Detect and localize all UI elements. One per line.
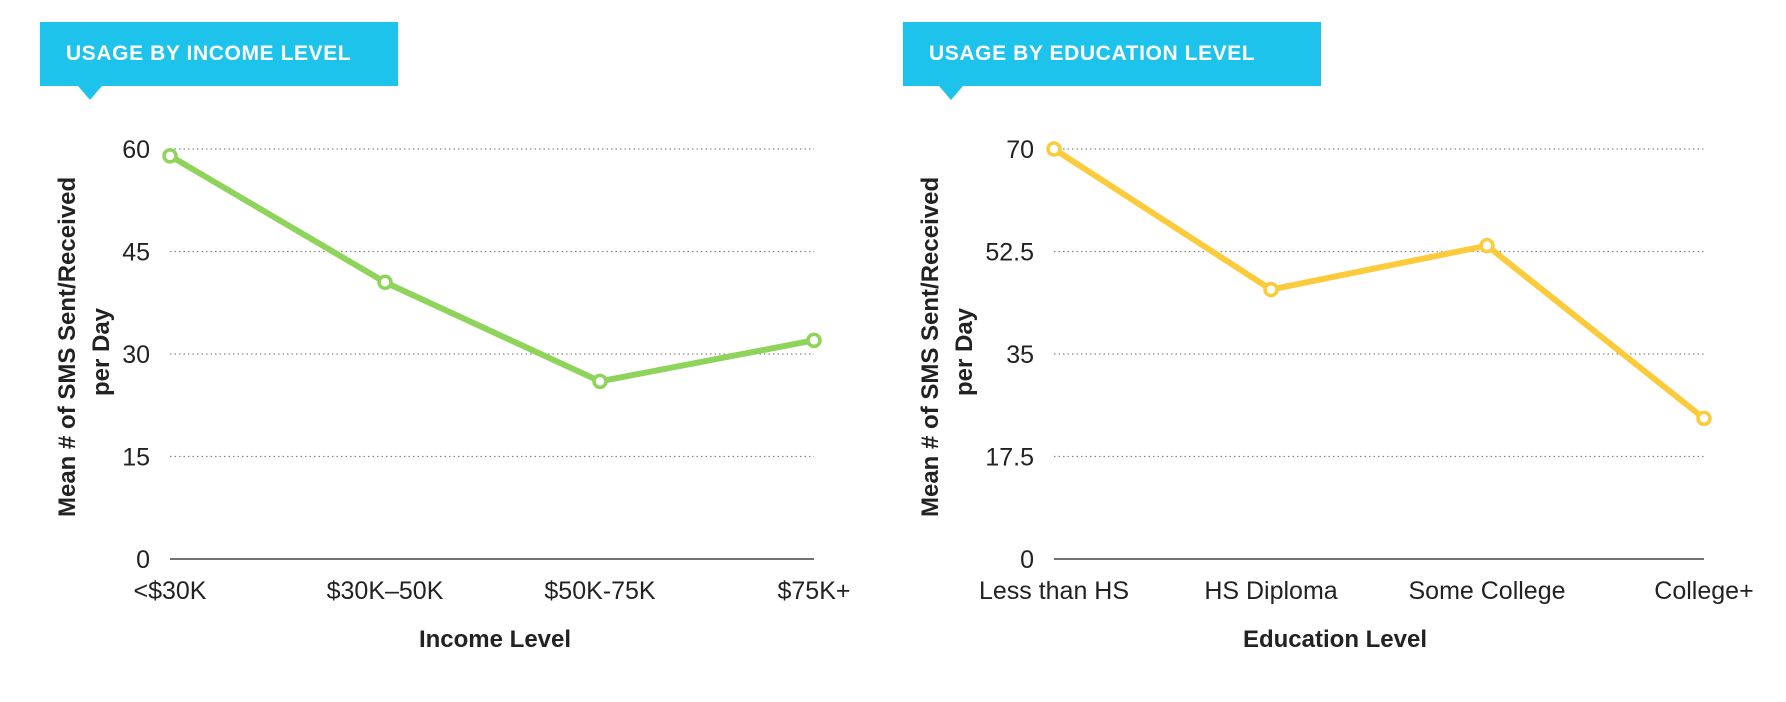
education-chart-tag-notch — [939, 86, 963, 100]
education-y-tick-label: 0 — [1020, 546, 1034, 574]
education-data-point — [1479, 237, 1495, 254]
income-chart-panel: USAGE BY INCOME LEVEL 0 15 30 45 60 <$30K $30K… — [40, 22, 851, 653]
income-x-tick-label: $50K-75K — [544, 577, 656, 605]
education-y-axis-title-line1: Mean # of SMS Sent/Received — [917, 176, 944, 517]
education-x-tick-label: Some College — [1408, 577, 1565, 605]
income-y-tick-label: 45 — [122, 239, 150, 267]
income-series-line — [167, 152, 817, 385]
education-x-axis-title: Education Level — [1242, 626, 1428, 653]
education-x-tick-label: College+ — [1654, 577, 1753, 605]
education-x-tick-label: HS Diploma — [1204, 577, 1337, 605]
education-chart-tag: USAGE BY EDUCATION LEVEL — [903, 22, 1321, 86]
income-line-chart: 0 15 30 45 60 <$30K $30K–50K $50K-75K $75K+ — [122, 136, 851, 605]
income-data-point — [806, 332, 822, 349]
education-x-tick-label: Less than HS — [979, 577, 1129, 605]
education-data-point — [1696, 410, 1712, 427]
income-y-tick-label: 0 — [136, 546, 150, 574]
income-chart-tag: USAGE BY INCOME LEVEL — [40, 22, 398, 86]
income-y-tick-label: 30 — [122, 341, 150, 369]
income-chart-tag-label: USAGE BY INCOME LEVEL — [66, 42, 352, 65]
education-y-tick-label: 70 — [1006, 136, 1034, 164]
income-x-axis-title: Income Level — [418, 626, 572, 653]
income-y-axis-title-line2: per Day — [88, 307, 115, 397]
income-chart-tag-notch — [78, 86, 102, 100]
education-data-point — [1046, 141, 1062, 157]
income-x-tick-label: $30K–50K — [327, 577, 444, 605]
education-y-tick-label: 17.5 — [985, 444, 1034, 472]
education-series-line — [1051, 146, 1707, 422]
income-x-tick-label: <$30K — [134, 577, 207, 605]
income-data-point — [377, 274, 393, 290]
education-chart-tag-label: USAGE BY EDUCATION LEVEL — [929, 42, 1256, 65]
income-y-axis-title: Mean # of SMS Sent/Received per Day — [51, 176, 119, 517]
education-line-chart: 0 17.5 35 52.5 70 Less than HS HS Diploma Some … — [979, 136, 1754, 605]
income-y-tick-label: 15 — [122, 444, 150, 472]
education-chart-panel: USAGE BY EDUCATION LEVEL 0 17.5 35 52.5 70 Le… — [893, 0, 1786, 702]
education-data-point — [1263, 281, 1279, 298]
income-y-tick-label: 60 — [122, 136, 150, 164]
income-y-axis-title-line1: Mean # of SMS Sent/Received — [54, 176, 81, 517]
education-y-axis-title-line2: per Day — [951, 307, 978, 397]
education-y-axis-title: Mean # of SMS Sent/Received per Day — [914, 176, 982, 517]
income-x-tick-label: $75K+ — [778, 577, 851, 605]
income-data-point — [592, 373, 608, 390]
education-y-tick-label: 52.5 — [985, 239, 1034, 267]
income-data-point — [162, 148, 178, 164]
education-y-tick-label: 35 — [1006, 341, 1034, 369]
